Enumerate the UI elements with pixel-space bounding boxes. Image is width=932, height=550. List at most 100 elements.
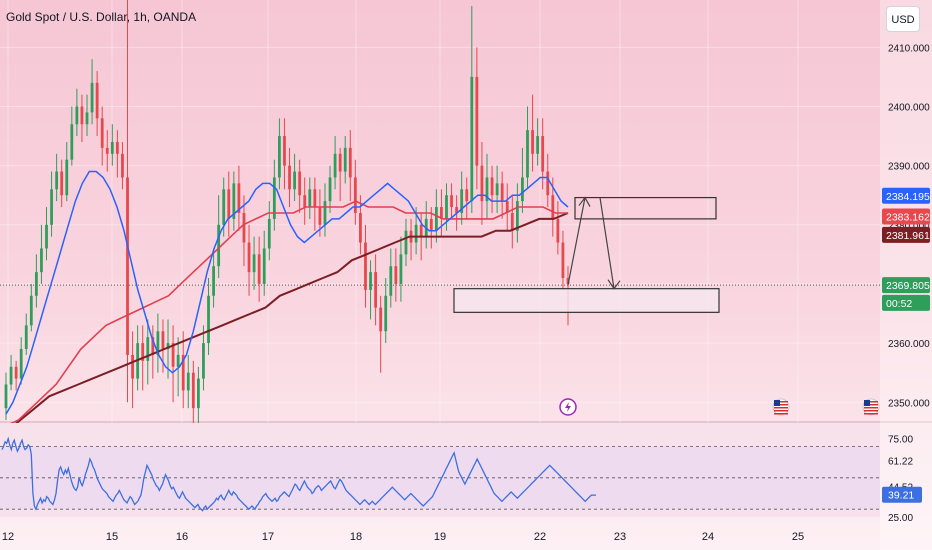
rsi-line: [1, 436, 596, 512]
candle-body: [536, 136, 540, 154]
drawing-objects[interactable]: [453, 196, 720, 313]
candle-body: [19, 349, 23, 379]
candle-body: [161, 331, 165, 350]
candle-body: [131, 354, 134, 379]
candle-body: [445, 195, 448, 219]
rsi-pane: [0, 423, 880, 517]
us-flag-icon-stripe: [864, 413, 878, 415]
currency-button[interactable]: USD: [886, 6, 920, 32]
rsi-value-text: 39.21: [888, 490, 914, 502]
candle-body: [293, 171, 296, 190]
candle-body: [40, 248, 43, 273]
candle-body: [227, 189, 231, 219]
price-label-text: 2369.805: [886, 280, 930, 292]
time-tick-label: 15: [106, 531, 118, 543]
candle-body: [262, 248, 266, 284]
us-flag-icon-stripe: [774, 407, 788, 409]
arrow-up-head: [578, 196, 591, 207]
candle-body: [515, 201, 519, 231]
price-tick-label: 2390.000: [888, 162, 930, 173]
price-label-box: [882, 208, 930, 225]
candle-body: [541, 136, 545, 172]
chart-title: Gold Spot / U.S. Dollar, 1h, OANDA: [6, 10, 197, 24]
candle-body: [353, 177, 357, 213]
candle-body: [110, 141, 114, 154]
zone-rectangle: [453, 288, 720, 313]
time-tick-label: 17: [262, 531, 274, 543]
candle-body: [399, 254, 403, 284]
us-flag-icon-stripe: [774, 404, 788, 406]
candle-body: [566, 278, 570, 284]
candle-body: [60, 171, 64, 196]
candle-body: [505, 201, 509, 213]
candle-body: [303, 195, 307, 208]
event-icons[interactable]: [559, 398, 880, 416]
candle-body: [429, 218, 433, 231]
price-tick-label: 2400.000: [888, 102, 930, 113]
time-tick-label: 25: [792, 531, 804, 543]
moving-averages: [5, 170, 569, 433]
candle-body: [100, 118, 104, 148]
price-tick-label: 2380.000: [888, 221, 930, 232]
candle-body: [450, 195, 453, 208]
candle-body: [323, 201, 327, 225]
candle-body: [556, 218, 560, 243]
candle-body: [288, 165, 291, 190]
candle-body: [348, 147, 352, 178]
candle-body: [14, 366, 18, 379]
candle-body: [115, 141, 119, 154]
candle-body: [85, 112, 89, 125]
time-tick-label: 22: [534, 531, 546, 543]
candle-body: [546, 171, 550, 196]
candle-body: [434, 207, 438, 231]
candle-body: [561, 242, 565, 279]
candle-body: [70, 124, 74, 160]
candle-body: [485, 177, 489, 202]
arrow-up-line: [567, 197, 586, 286]
time-tick-label: 23: [614, 531, 626, 543]
candle-body: [75, 106, 79, 125]
candle-body: [166, 343, 170, 350]
candle-body: [343, 147, 347, 172]
candle-body: [374, 272, 377, 308]
candle-body: [318, 207, 322, 225]
candle-body: [242, 212, 246, 243]
candle-body: [176, 354, 180, 367]
candle-body: [338, 153, 342, 172]
candle-body: [181, 354, 185, 391]
lightning-icon[interactable]: [559, 398, 577, 416]
time-axis[interactable]: 12 15 16 17 18 19 22 23 24 25: [2, 531, 804, 543]
price-label-text: 00:52: [886, 298, 912, 310]
candle-body: [308, 189, 312, 208]
us-flag-icon-stripe: [774, 401, 788, 403]
candle-body: [222, 189, 226, 225]
candle-body: [197, 378, 200, 409]
candle-body: [121, 153, 124, 178]
candle-body: [328, 177, 332, 202]
us-flag-icon[interactable]: [772, 398, 790, 416]
candle-body: [313, 189, 317, 208]
price-tick-label: 2410.000: [888, 43, 930, 54]
candle-body: [45, 224, 48, 249]
candle-body: [379, 307, 383, 332]
candle-body: [237, 183, 241, 213]
candle-body: [65, 159, 69, 196]
candle-body: [186, 372, 190, 391]
us-flag-icon-stripe: [774, 410, 788, 412]
candle-body: [126, 177, 129, 355]
candle-body: [4, 384, 8, 409]
candle-body: [389, 266, 393, 296]
candle-body: [267, 218, 271, 249]
us-flag-icon-stripe: [864, 410, 878, 412]
candle-body: [207, 295, 210, 344]
candle-body: [510, 212, 514, 231]
candle-body: [394, 266, 398, 284]
rsi-tick-label: 25.00: [888, 513, 913, 524]
price-axis[interactable]: 2410.0002400.0002390.0002380.0002370.000…: [880, 0, 932, 550]
candle-body: [465, 189, 469, 202]
us-flag-icon-canton: [864, 400, 870, 406]
candle-body: [95, 82, 99, 119]
candle-body: [34, 272, 38, 296]
us-flag-icon[interactable]: [862, 398, 880, 416]
